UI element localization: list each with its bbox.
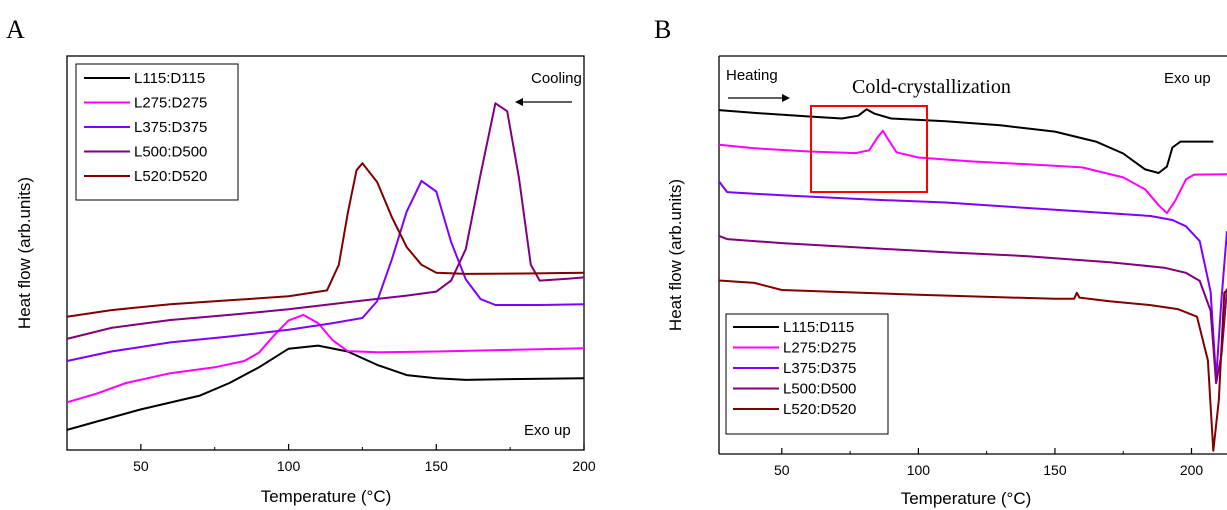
heating-label: Heating xyxy=(726,67,778,84)
x-tick-label: 200 xyxy=(572,458,596,474)
legend-label: L115:D115 xyxy=(783,319,854,336)
legend-label: L375:D375 xyxy=(134,119,207,136)
panel-a: A Temperature (°C) Heat flow (arb.units)… xyxy=(6,15,596,506)
legend-label: L275:D275 xyxy=(134,95,207,112)
x-tick-label: 150 xyxy=(425,458,449,474)
x-tick-label: 100 xyxy=(907,462,931,478)
legend-label: L115:D115 xyxy=(134,70,205,87)
series-line-l375-d375 xyxy=(67,181,584,361)
cooling-arrow-icon xyxy=(515,98,572,106)
x-tick-label: 200 xyxy=(1180,462,1204,478)
panel-b: B Temperature (°C) Heat flow (arb.units)… xyxy=(654,15,1227,508)
series-line-l275-d275 xyxy=(67,315,584,402)
x-tick-label: 50 xyxy=(774,462,790,478)
series-line-l275-d275 xyxy=(719,131,1227,213)
x-ticks-b: 50 100 150 200 xyxy=(774,448,1203,478)
x-axis-title-a: Temperature (°C) xyxy=(261,487,392,506)
x-axis-title-b: Temperature (°C) xyxy=(901,489,1032,508)
x-tick-label: 100 xyxy=(277,458,301,474)
exo-up-label-b: Exo up xyxy=(1164,70,1211,87)
panel-letter-b: B xyxy=(654,15,671,44)
cooling-label: Cooling xyxy=(531,70,582,87)
exo-up-label-a: Exo up xyxy=(524,422,571,439)
x-ticks-a: 50 100 150 200 xyxy=(67,444,596,474)
legend-label: L520:D520 xyxy=(134,168,207,185)
y-axis-title-b: Heat flow (arb.units) xyxy=(666,179,685,331)
legend-label: L500:D500 xyxy=(134,144,207,161)
panel-letter-a: A xyxy=(6,15,25,44)
cold-crystallization-label: Cold-crystallization xyxy=(852,76,1011,98)
legend-label: L500:D500 xyxy=(783,381,856,398)
series-line-l115-d115 xyxy=(67,346,584,430)
legend-label: L375:D375 xyxy=(783,360,856,377)
heating-arrow-icon xyxy=(728,94,790,102)
legend-label: L275:D275 xyxy=(783,340,856,357)
x-tick-label: 50 xyxy=(133,458,149,474)
x-tick-label: 150 xyxy=(1043,462,1067,478)
y-axis-title-a: Heat flow (arb.units) xyxy=(15,177,34,329)
series-line-l115-d115 xyxy=(719,109,1213,173)
legend-label: L520:D520 xyxy=(783,401,856,418)
